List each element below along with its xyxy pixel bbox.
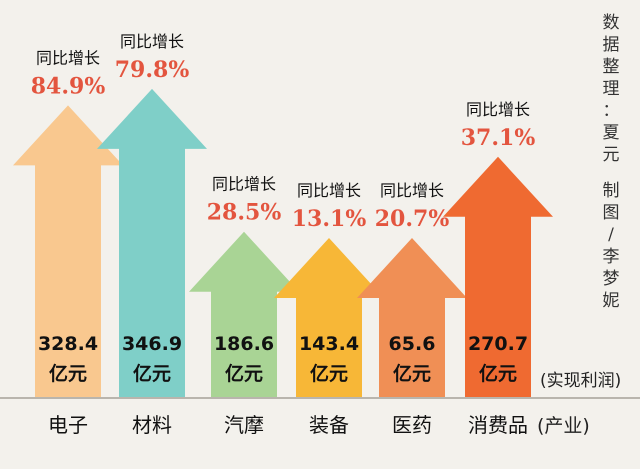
category-label: 电子 [48, 413, 88, 437]
value-label: 346.9 [122, 333, 182, 355]
category-label: 材料 [132, 413, 172, 437]
bar-arrow-5 [357, 238, 467, 398]
category-axis-label: (产业) [537, 415, 590, 437]
bar-labels: 328.4 亿元 同比增长 84.9% 电子 346.9 亿元 同比增长 79.8% 材料 186.… [31, 32, 536, 437]
growth-value: 37.1% [461, 125, 536, 151]
value-unit: 亿元 [133, 362, 171, 385]
value-label: 186.6 [214, 333, 274, 355]
bar-arrow-2 [97, 88, 207, 398]
credit-chart-maker: 制图/李梦妮 [603, 181, 620, 311]
bar-arrows [13, 88, 553, 398]
value-label: 65.6 [389, 333, 436, 355]
category-label: 医药 [392, 413, 432, 437]
value-unit: 亿元 [310, 362, 348, 385]
value-unit: 亿元 [49, 362, 87, 385]
category-label: 消费品 [468, 413, 528, 437]
value-label: 328.4 [38, 333, 98, 355]
growth-caption: 同比增长 [36, 48, 100, 67]
bar-arrow-1 [13, 105, 123, 398]
growth-caption: 同比增长 [380, 181, 444, 200]
bar-arrow-6 [443, 156, 553, 398]
growth-caption: 同比增长 [120, 32, 184, 51]
value-unit: 亿元 [393, 362, 431, 385]
growth-caption: 同比增长 [212, 175, 276, 194]
growth-value: 20.7% [375, 206, 450, 232]
growth-value: 79.8% [115, 57, 190, 83]
value-label: 143.4 [299, 333, 359, 355]
value-label: 270.7 [468, 333, 528, 355]
value-axis-label: (实现利润) [540, 371, 621, 391]
growth-caption: 同比增长 [297, 181, 361, 200]
growth-value: 13.1% [292, 206, 367, 232]
credit-data: 数据整理：夏元 [603, 13, 620, 165]
category-label: 装备 [309, 413, 349, 437]
value-unit: 亿元 [479, 362, 517, 385]
growth-caption: 同比增长 [466, 100, 530, 119]
growth-value: 28.5% [207, 200, 282, 226]
bar-arrow-3 [189, 231, 299, 398]
category-label: 汽摩 [224, 413, 264, 437]
bar-arrow-4 [274, 238, 384, 398]
value-unit: 亿元 [225, 362, 263, 385]
growth-value: 84.9% [31, 73, 106, 99]
